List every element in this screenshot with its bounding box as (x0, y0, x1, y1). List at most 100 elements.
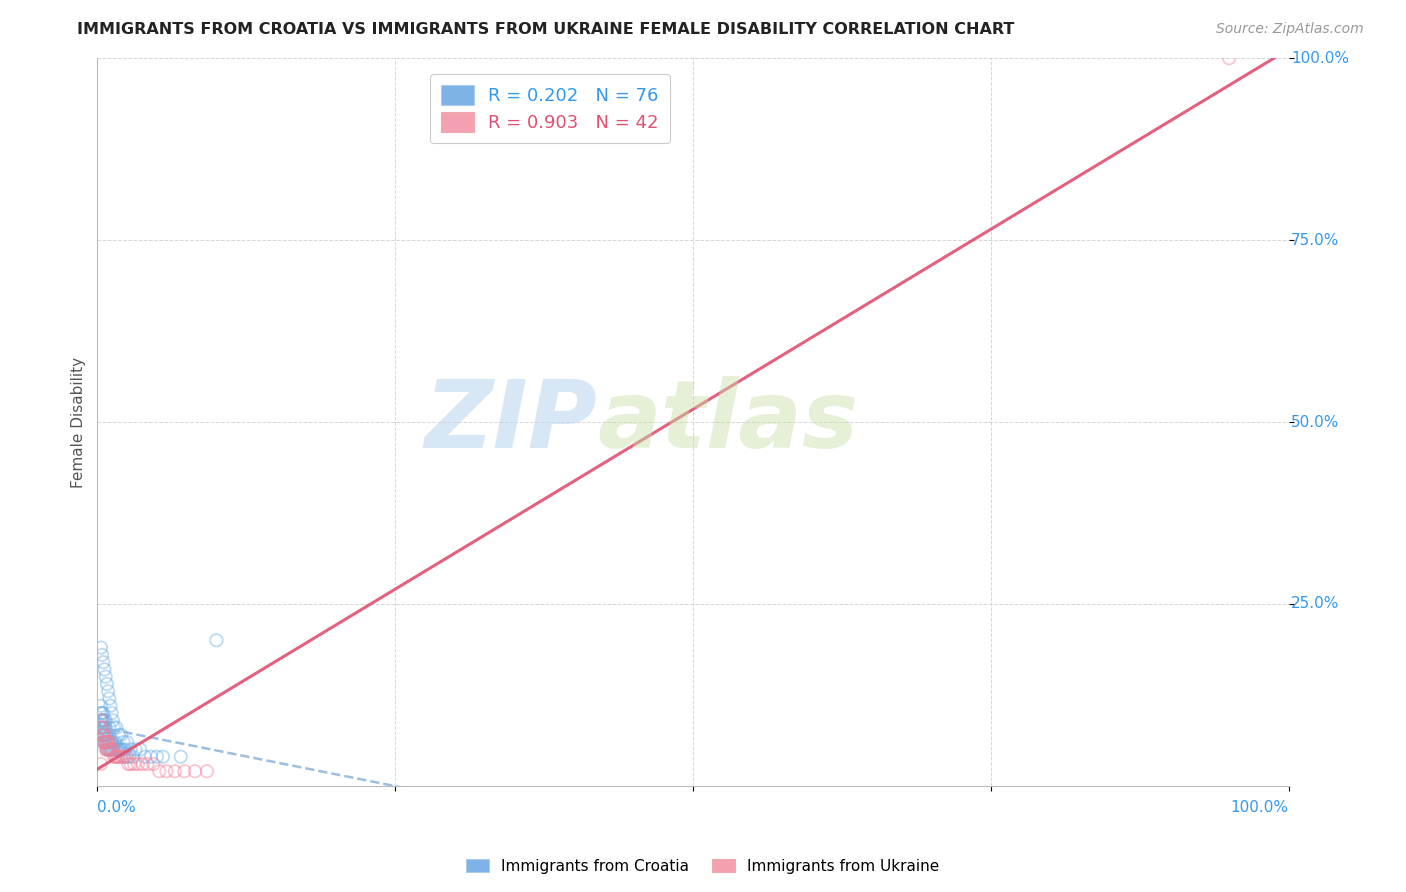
Text: atlas: atlas (598, 376, 859, 468)
Point (96, 728, 118, 742)
Point (89, 721, 111, 735)
Point (195, 764, 218, 779)
Point (97, 735, 120, 749)
Point (115, 749, 138, 764)
Text: 50.0%: 50.0% (1291, 415, 1340, 430)
Point (115, 749, 138, 764)
Point (91, 706, 114, 720)
Legend: R = 0.202   N = 76, R = 0.903   N = 42: R = 0.202 N = 76, R = 0.903 N = 42 (430, 75, 669, 143)
Point (93, 728, 115, 742)
Text: 0.0%: 0.0% (97, 800, 136, 815)
Point (104, 749, 127, 764)
Text: 75.0%: 75.0% (1291, 233, 1340, 248)
Point (94, 735, 117, 749)
Point (105, 749, 128, 764)
Point (98, 742, 121, 756)
Point (100, 735, 122, 749)
Point (163, 764, 186, 779)
Point (91, 728, 114, 742)
Point (90, 640, 112, 655)
Point (91, 648, 114, 662)
Point (100, 706, 122, 720)
Point (94, 728, 117, 742)
Point (94, 742, 117, 756)
Point (111, 742, 134, 756)
Point (94, 714, 117, 728)
Point (146, 749, 169, 764)
Point (101, 742, 124, 756)
Point (91, 721, 114, 735)
Point (90, 706, 112, 720)
Point (100, 698, 122, 713)
Point (91, 735, 114, 749)
Point (104, 742, 127, 756)
Point (97, 684, 120, 698)
Point (93, 721, 115, 735)
Point (90, 756, 112, 771)
Point (96, 735, 118, 749)
Point (94, 670, 117, 684)
Point (103, 749, 125, 764)
Point (1218, 51, 1240, 65)
Point (91, 706, 114, 720)
Point (120, 756, 142, 771)
Point (97, 742, 120, 756)
Point (105, 721, 128, 735)
Point (90, 698, 112, 713)
Point (98, 735, 121, 749)
Text: Source: ZipAtlas.com: Source: ZipAtlas.com (1216, 22, 1364, 37)
Point (110, 749, 132, 764)
Point (131, 756, 153, 771)
Point (120, 742, 142, 756)
Point (91, 735, 114, 749)
Point (91, 721, 114, 735)
Point (103, 721, 125, 735)
Text: 25.0%: 25.0% (1291, 597, 1340, 611)
Point (136, 756, 159, 771)
Point (105, 742, 128, 756)
Point (107, 749, 129, 764)
Point (184, 764, 207, 779)
Point (107, 742, 129, 756)
Point (97, 742, 120, 756)
Point (93, 735, 115, 749)
Point (110, 728, 132, 742)
Point (94, 735, 117, 749)
Point (104, 735, 127, 749)
Point (129, 742, 152, 756)
Point (101, 714, 124, 728)
Point (148, 764, 170, 779)
Text: 100.0%: 100.0% (1291, 51, 1348, 66)
Point (127, 756, 149, 771)
Point (170, 749, 193, 764)
Point (112, 735, 135, 749)
Point (134, 749, 156, 764)
Y-axis label: Female Disability: Female Disability (72, 357, 86, 488)
Point (93, 728, 115, 742)
Point (91, 721, 114, 735)
Point (94, 721, 117, 735)
Point (91, 728, 114, 742)
Point (91, 728, 114, 742)
Point (103, 742, 125, 756)
Point (96, 677, 118, 691)
Text: ZIP: ZIP (425, 376, 598, 468)
Point (96, 742, 118, 756)
Point (155, 764, 177, 779)
Legend: Immigrants from Croatia, Immigrants from Ukraine: Immigrants from Croatia, Immigrants from… (460, 853, 946, 880)
Point (100, 742, 122, 756)
Point (91, 714, 114, 728)
Point (98, 721, 121, 735)
Point (97, 735, 120, 749)
Point (122, 749, 145, 764)
Point (101, 742, 124, 756)
Point (112, 749, 135, 764)
Point (98, 742, 121, 756)
Point (115, 735, 138, 749)
Point (139, 749, 162, 764)
Point (91, 714, 114, 728)
Text: 100.0%: 100.0% (1230, 800, 1289, 815)
Point (110, 742, 132, 756)
Point (93, 662, 115, 676)
Point (142, 756, 165, 771)
